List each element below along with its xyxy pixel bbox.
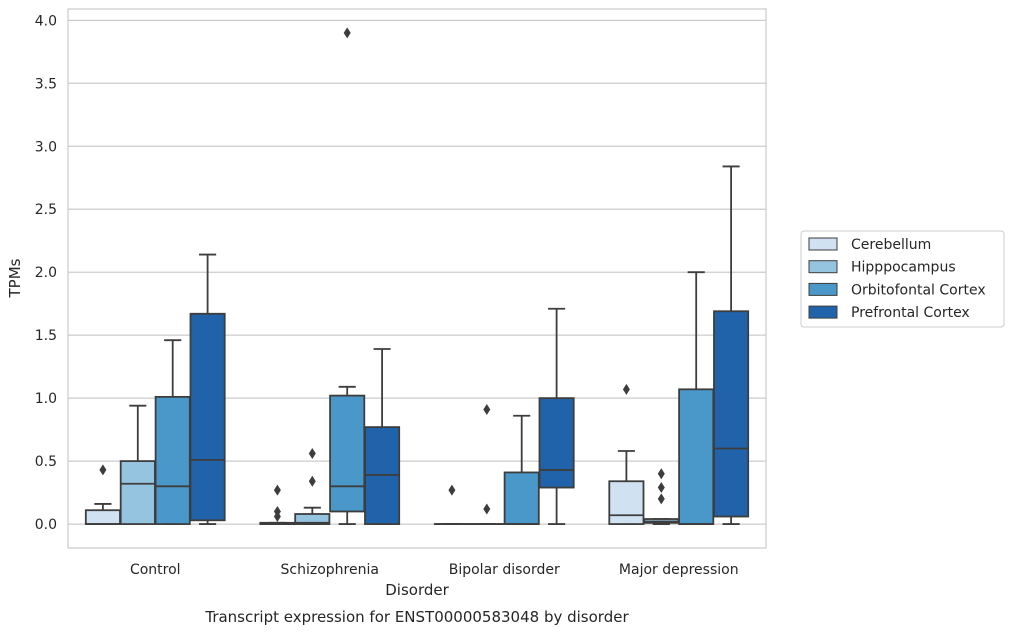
box-iqr — [154, 395, 191, 525]
legend-swatch — [808, 305, 838, 319]
y-tick-label: 3.5 — [35, 76, 57, 92]
box-iqr — [608, 480, 645, 525]
box-iqr — [678, 388, 715, 525]
legend-swatch — [808, 282, 838, 296]
box-iqr — [119, 460, 156, 525]
box-1-1 — [294, 448, 331, 525]
box-iqr — [294, 513, 331, 525]
x-axis-title: Disorder — [385, 581, 449, 599]
box-1-0 — [259, 484, 296, 525]
box-2-2 — [503, 414, 540, 525]
box-iqr — [538, 397, 575, 489]
box-0-0 — [84, 464, 121, 525]
legend-label: Orbitofontal Cortex — [851, 282, 986, 298]
box-3-3 — [713, 165, 750, 525]
box-2-3 — [538, 307, 575, 525]
chart-caption: Transcript expression for ENST0000058304… — [204, 608, 629, 626]
box-0-1 — [119, 404, 156, 525]
box-2-0 — [433, 484, 470, 525]
box-3-2 — [678, 271, 715, 525]
x-tick-label: Schizophrenia — [281, 562, 379, 578]
legend: Cerebellum Hipppocampus Orbitofontal Corte… — [800, 230, 1005, 328]
box-iqr — [503, 471, 540, 525]
box-3-1 — [643, 468, 680, 525]
y-tick-label: 2.0 — [35, 265, 57, 281]
outlier-marker — [273, 484, 281, 496]
outlier-marker — [273, 505, 281, 517]
outlier-marker — [657, 493, 665, 505]
outlier-marker — [99, 464, 107, 476]
outlier-marker — [308, 448, 316, 460]
y-tick-label: 1.5 — [35, 328, 57, 344]
box-1-3 — [364, 348, 401, 525]
y-tick-label: 2.5 — [35, 202, 57, 218]
box-2-1 — [468, 403, 505, 525]
x-tick-labels: Control Schizophrenia Bipolar disorder Majo… — [130, 562, 739, 578]
legend-swatch — [808, 237, 838, 251]
x-tick-label: Bipolar disorder — [449, 562, 560, 578]
y-tick-label: 3.0 — [35, 139, 57, 155]
y-tick-label: 4.0 — [35, 13, 57, 29]
outlier-marker — [483, 503, 491, 515]
box-layer — [84, 27, 750, 525]
outlier-marker — [308, 475, 316, 487]
box-iqr — [189, 312, 226, 522]
legend-label: Hipppocampus — [851, 260, 956, 276]
outlier-marker — [622, 383, 630, 395]
outlier-marker — [448, 484, 456, 496]
box-iqr — [329, 394, 366, 513]
legend-frame — [800, 230, 1005, 328]
outlier-marker — [343, 27, 351, 39]
box-3-0 — [608, 383, 645, 525]
box-1-2 — [329, 27, 366, 525]
outlier-marker — [483, 403, 491, 415]
x-tick-label: Major depression — [619, 562, 739, 578]
y-tick-labels: 0.0 0.5 1.0 1.5 2.0 2.5 3.0 3.5 4.0 — [35, 13, 57, 533]
y-tick-label: 1.0 — [35, 391, 57, 407]
x-tick-label: Control — [130, 562, 181, 578]
box-iqr — [713, 310, 750, 518]
legend-swatch — [808, 260, 838, 274]
outlier-marker — [657, 468, 665, 480]
box-0-3 — [189, 253, 226, 525]
outlier-marker — [657, 482, 665, 494]
y-axis-title: TPMs — [6, 258, 24, 298]
box-0-2 — [154, 339, 191, 525]
legend-label: Cerebellum — [851, 237, 931, 253]
legend-label: Prefrontal Cortex — [851, 305, 970, 321]
y-tick-label: 0.0 — [35, 517, 57, 533]
y-tick-label: 0.5 — [35, 454, 57, 470]
plot-frame — [67, 8, 767, 549]
box-iqr — [84, 509, 121, 525]
